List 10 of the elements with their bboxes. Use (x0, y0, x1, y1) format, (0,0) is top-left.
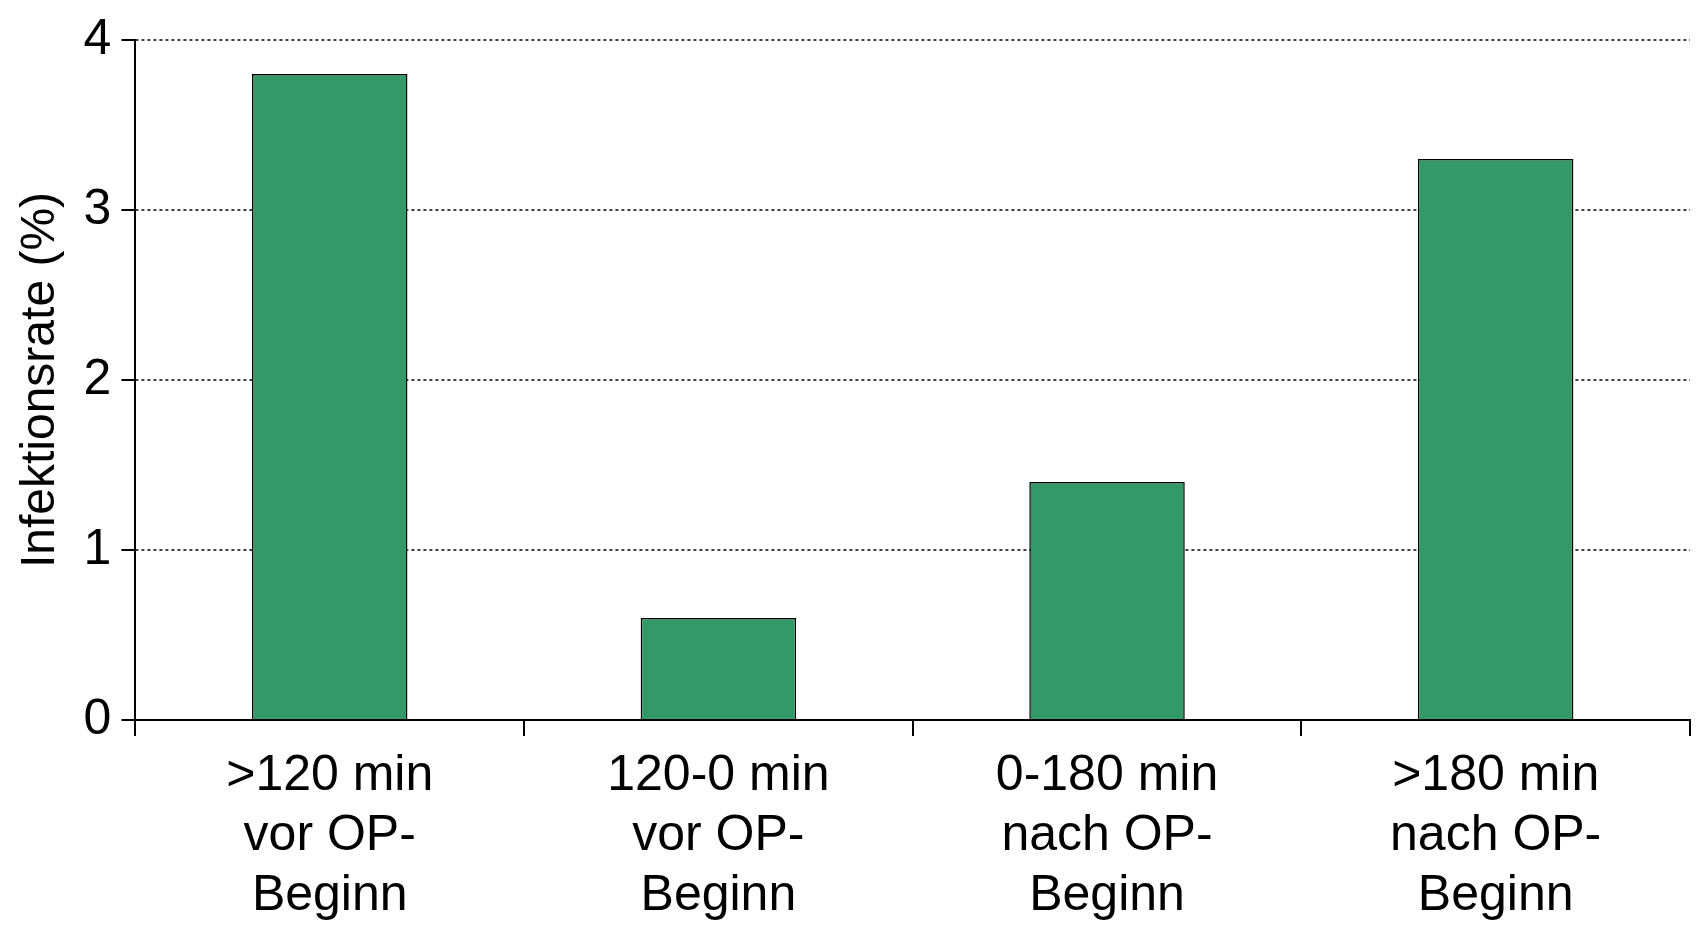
y-tick-label: 1 (83, 518, 112, 575)
y-tick-label: 4 (83, 8, 112, 65)
y-tick-label: 3 (83, 178, 112, 235)
x-tick-label: 0-180 min nach OP-Beginn (995, 744, 1219, 921)
x-tick-label: 120-0 min vor OP-Beginn (607, 744, 830, 921)
x-tick-label: >120 min vor OP-Beginn (226, 744, 434, 921)
x-tick-label: >180 min nach OP-Beginn (1390, 744, 1602, 921)
y-tick-label: 0 (83, 688, 112, 745)
y-axis-title: Infektionsrate (%) (11, 191, 65, 569)
y-tick-label: 2 (83, 348, 112, 405)
